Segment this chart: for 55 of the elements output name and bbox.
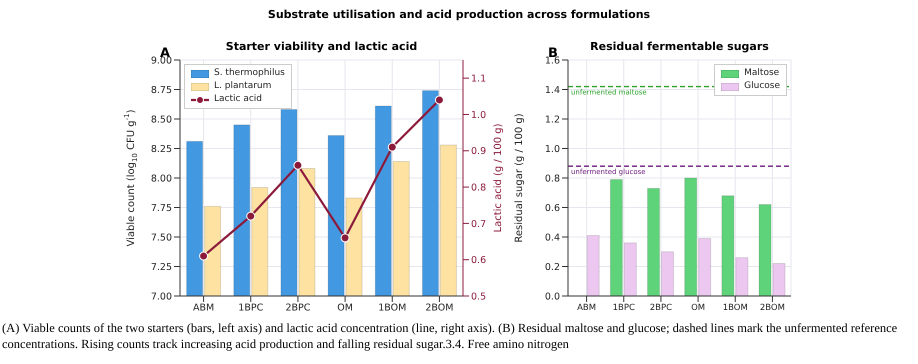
x-tick-label: ABM (192, 302, 214, 314)
legend-label: Glucose (744, 80, 780, 93)
y2-tick-label: 1.1 (471, 74, 486, 85)
y2-tick-label: 0.9 (471, 146, 486, 158)
y-tick-label: 0.6 (544, 202, 560, 214)
y-tick-label: 7.25 (150, 262, 172, 273)
bar (586, 235, 600, 296)
text: (A) Viable counts of the two starters (bars, left axis) and lactic acid concentration (line, right axis). (B) Residual maltose and glucose; dashed lines mark the unfermented reference concentrations. Rising counts track increasing acid production and falling residual sugar.3.4. Free amino nitrogen (2, 320, 898, 352)
y-tick-label: 7.50 (150, 232, 172, 244)
x-tick-label: 2BOM (425, 302, 454, 314)
y-tick-label: 1.6 (544, 55, 560, 66)
x-tick-label: OM (691, 303, 706, 314)
x-tick-label: 2BPC (650, 303, 672, 314)
x-tick-label: 1BPC (238, 302, 264, 314)
x-tick-label: 1BOM (378, 302, 406, 314)
y-tick-label: 1.0 (544, 144, 560, 155)
y-tick-label: 0.8 (544, 173, 560, 184)
y-tick-label: 1.4 (544, 84, 560, 96)
y-tick-label: 8.25 (150, 144, 172, 155)
y2-axis-title: Lactic acid (g / 100 g) (492, 123, 504, 232)
x-tick-label: OM (337, 302, 353, 314)
point (246, 212, 256, 221)
x-tick-label: 2BPC (285, 302, 311, 314)
y2-tick-label: 0.5 (471, 291, 486, 302)
y-tick-label: 7.00 (150, 291, 172, 302)
x-tick-label: 1BOM (722, 303, 748, 314)
legend-label: Maltose (744, 67, 780, 80)
y2-tick-label: 0.7 (471, 218, 486, 230)
y-tick-label: 0.4 (544, 232, 560, 244)
legend-label: L. plantarum (214, 80, 272, 93)
text: Substrate utilisation and acid production across formulations (266, 8, 652, 21)
x-tick-label: ABM (577, 303, 596, 314)
y-tick-label: 0.2 (544, 262, 560, 273)
point (388, 142, 397, 152)
x-tick-label: 2BOM (760, 303, 785, 314)
point (434, 95, 444, 104)
point (293, 160, 302, 170)
y2-tick-label: 1.0 (471, 110, 486, 121)
y-axis-title: Residual sugar (g / 100 g) (514, 113, 525, 243)
y-tick-label: 7.75 (150, 202, 172, 214)
y-tick-label: 8.00 (150, 173, 172, 184)
legend-label: S. thermophilus (214, 67, 285, 80)
y-tick-label: 1.2 (544, 114, 560, 126)
x-tick-label: 1BPC (612, 303, 635, 314)
legend-label: Lactic acid (214, 93, 262, 106)
y2-tick-label: 0.8 (471, 182, 486, 194)
y-tick-label: 8.50 (150, 114, 172, 126)
y2-tick-label: 0.6 (471, 255, 486, 266)
chart-title: Residual fermentable sugars (589, 40, 770, 53)
chart-title: Starter viability and lactic acid (224, 40, 418, 53)
y-tick-label: 9.00 (150, 55, 172, 66)
y-tick-label: 8.75 (150, 84, 172, 96)
y-tick-label: 0.0 (544, 291, 560, 302)
point (199, 252, 208, 261)
point (340, 233, 350, 242)
